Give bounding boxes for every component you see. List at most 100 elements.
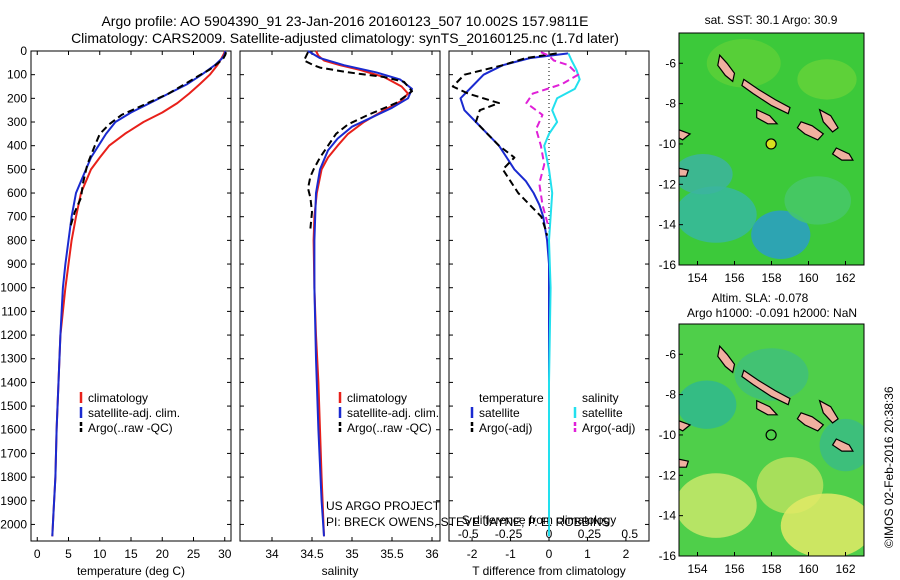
x-tick-label: 34 [265, 547, 279, 561]
island [741, 78, 791, 115]
x-axis-label: temperature (deg C) [77, 564, 185, 578]
map-field [679, 324, 864, 556]
y-tick-label: 0 [20, 44, 27, 58]
difference-panel: -2 -1 0 1 2-0.5 -0.25 0 0.25 0.5S difference fro… [448, 50, 650, 578]
island [796, 121, 825, 141]
island [679, 458, 690, 468]
island [818, 108, 839, 133]
x-tick-label: 15 [124, 547, 138, 561]
sla-map-title-2: Argo h1000: -0.091 h2000: NaN [687, 306, 857, 320]
map-y-tick-label: -12 [659, 468, 677, 482]
credits-project: US ARGO PROJECT [326, 499, 441, 513]
temperature-panel: 0100200300400500600700800900100011001200… [0, 44, 231, 578]
y-tick-label: 1100 [1, 304, 27, 318]
x-axis-label: T difference from climatology [472, 564, 626, 578]
x-tick-label: 5 [65, 547, 72, 561]
x-tick-label-salinity: -0.5 [458, 527, 479, 541]
title-line-2: Climatology: CARS2009. Satellite-adjuste… [71, 30, 619, 46]
legend-label-t-argo: Argo(-adj) [479, 421, 532, 435]
x-tick-label: -2 [467, 547, 478, 561]
map-y-tick-label: -14 [659, 218, 677, 232]
map-x-tick-label: 156 [724, 271, 744, 285]
map-field-patch [679, 380, 737, 429]
credits-pi: PI: BRECK OWENS, STEVE JAYNE, P. E. ROBB… [326, 515, 610, 529]
series-line-argo [68, 51, 227, 229]
island [717, 53, 736, 83]
x-axis-label-salinity: S difference from climatology [462, 513, 617, 527]
map-x-tick-label: 160 [798, 271, 818, 285]
plot-frame [239, 50, 441, 542]
y-tick-label: 1300 [0, 352, 27, 366]
island [796, 412, 825, 432]
map-y-tick-label: -8 [665, 97, 676, 111]
title-line-1: Argo profile: AO 5904390_91 23-Jan-2016 … [101, 13, 588, 29]
legend-label-s-satellite: satellite [582, 406, 623, 420]
plot-frame [30, 50, 232, 542]
salinity-panel: 34 34.5 35 35.5 36 salinity climatologysatelli… [239, 50, 441, 578]
legend-title-salinity: salinity [582, 391, 619, 405]
x-tick-label: 35 [345, 547, 359, 561]
y-tick-label: 700 [7, 210, 27, 224]
argo-position-marker [765, 138, 777, 150]
y-tick-label: 1000 [0, 281, 27, 295]
legend-label-argo: Argo(..raw -QC) [88, 421, 173, 435]
x-tick-label-salinity: 0.5 [621, 527, 638, 541]
y-tick-label: 500 [7, 162, 27, 176]
x-tick-label: -1 [505, 547, 516, 561]
x-tick-label: 0 [546, 547, 553, 561]
island [756, 399, 779, 416]
legend-label-climatology: climatology [88, 391, 148, 405]
series-line-satellite-adj [307, 50, 413, 537]
x-tick-label: 1 [584, 547, 591, 561]
map-x-tick-label: 160 [798, 562, 818, 576]
y-tick-label: 1800 [0, 470, 27, 484]
x-tick-label: 0 [34, 547, 41, 561]
map-x-tick-label: 154 [687, 562, 707, 576]
map-x-tick-label: 158 [761, 562, 781, 576]
y-tick-label: 800 [7, 233, 27, 247]
map-field-patch [679, 154, 733, 195]
legend-label-s-argo: Argo(-adj) [582, 421, 635, 435]
island [679, 167, 690, 177]
y-tick-label: 100 [7, 68, 27, 82]
map-y-tick-label: -6 [665, 56, 676, 70]
sla-map-panel: 154 156 158 160 162 -6 -8 -10 -12 -14 -16 Altim. SL… [659, 291, 865, 576]
series-line-t-argo [451, 52, 557, 236]
x-tick-label: 20 [156, 547, 170, 561]
imos-watermark: ©IMOS 02-Feb-2016 20:38:36 [882, 386, 896, 548]
x-tick-label: 25 [187, 547, 201, 561]
legend-label-satellite-adj: satellite-adj. clim. [347, 406, 439, 420]
y-tick-label: 1700 [0, 446, 27, 460]
map-field-patch [679, 473, 757, 538]
map-y-tick-label: -10 [659, 137, 677, 151]
x-tick-label: 10 [93, 547, 107, 561]
y-tick-label: 900 [7, 257, 27, 271]
map-field [679, 33, 864, 265]
x-tick-label: 36 [425, 547, 439, 561]
map-x-tick-label: 162 [835, 562, 855, 576]
legend-title-temperature: temperature [479, 391, 544, 405]
map-x-tick-label: 158 [761, 271, 781, 285]
argo-position-marker [765, 429, 777, 441]
legend-label-t-satellite: satellite [479, 406, 520, 420]
y-tick-label: 1200 [0, 328, 27, 342]
map-field-patch [797, 59, 857, 100]
y-tick-label: 1500 [0, 399, 27, 413]
y-tick-label: 1600 [0, 423, 27, 437]
sla-map-title-1: Altim. SLA: -0.078 [712, 291, 809, 305]
y-tick-label: 1400 [0, 375, 27, 389]
x-tick-label: 30 [218, 547, 232, 561]
legend-label-argo: Argo(..raw -QC) [347, 421, 432, 435]
map-y-tick-label: -8 [665, 388, 676, 402]
island [679, 129, 692, 141]
map-y-tick-label: -6 [665, 347, 676, 361]
island [831, 438, 854, 452]
island [831, 147, 854, 161]
x-tick-label: 35.5 [380, 547, 404, 561]
sst-map-panel: 154 156 158 160 162 -6 -8 -10 -12 -14 -16 sat. SST:… [659, 13, 865, 285]
map-x-tick-label: 156 [724, 562, 744, 576]
map-y-tick-label: -14 [659, 509, 677, 523]
series-line-t-satellite [459, 52, 569, 537]
